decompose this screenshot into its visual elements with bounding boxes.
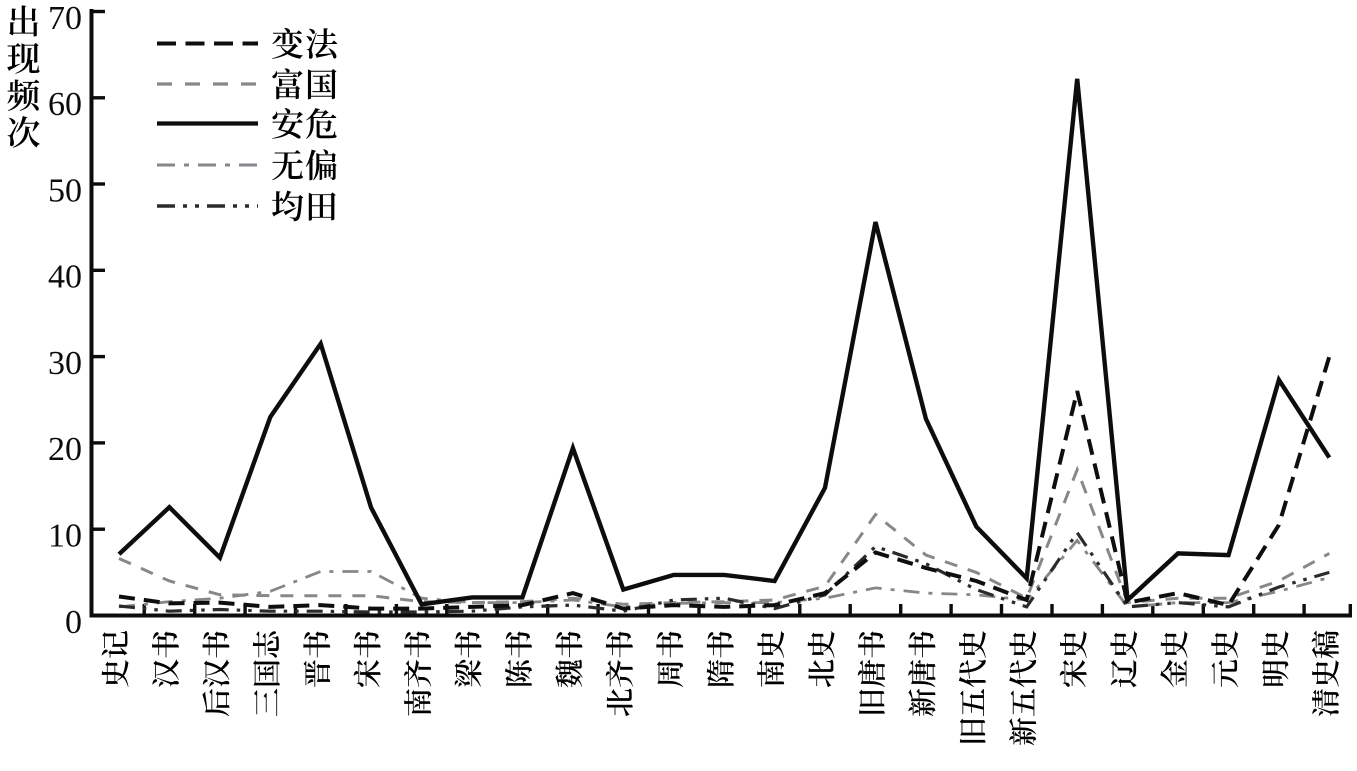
svg-text:70: 70	[48, 0, 82, 37]
svg-text:40: 40	[48, 259, 82, 296]
svg-text:0: 0	[65, 604, 82, 641]
svg-text:20: 20	[48, 431, 82, 468]
svg-text:50: 50	[48, 172, 82, 209]
svg-text:30: 30	[48, 345, 82, 382]
svg-text:10: 10	[48, 518, 82, 555]
svg-text:60: 60	[48, 86, 82, 123]
